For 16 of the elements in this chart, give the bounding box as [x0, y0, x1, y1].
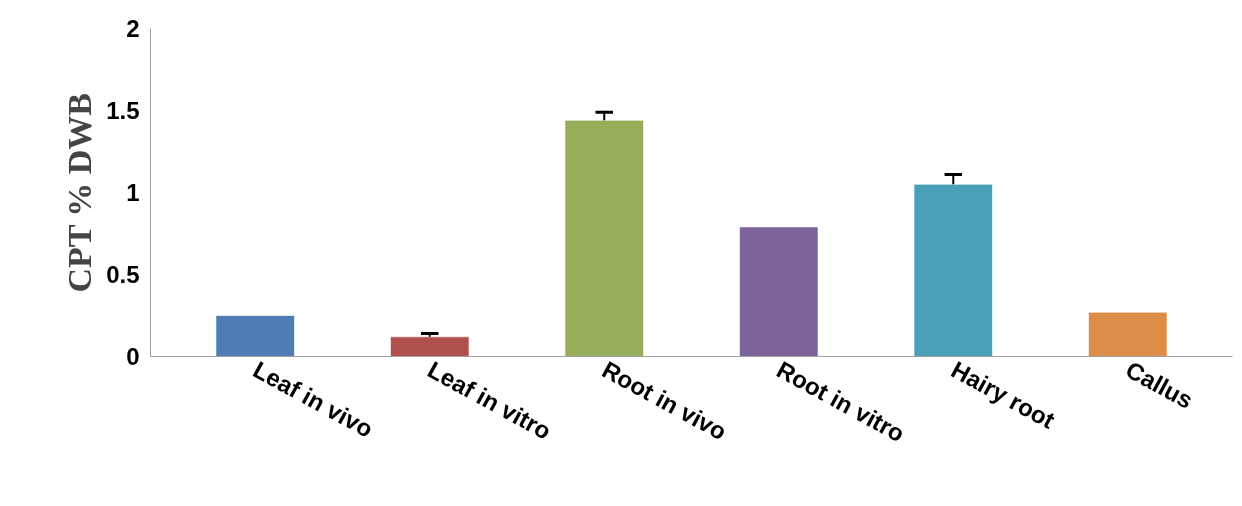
bar [564, 119, 645, 357]
bar [215, 315, 295, 357]
x-tick-label: Leaf in vitro [423, 355, 556, 445]
x-tick-label: Root in vitro [772, 355, 910, 448]
bar [913, 183, 994, 357]
bar [1088, 311, 1168, 357]
y-tick-label: 0.5 [106, 261, 140, 288]
y-tick-label: 1 [126, 179, 140, 206]
y-tick-label: 2 [126, 15, 140, 42]
y-axis-title: CPT % DWB [61, 92, 99, 293]
y-tick-label: 0 [126, 343, 140, 370]
bar [389, 336, 470, 357]
x-tick-label: Leaf in vivo [248, 355, 378, 443]
x-tick-label: Root in vivo [597, 355, 732, 446]
y-tick-label: 1.5 [106, 97, 140, 124]
bar [738, 226, 819, 357]
